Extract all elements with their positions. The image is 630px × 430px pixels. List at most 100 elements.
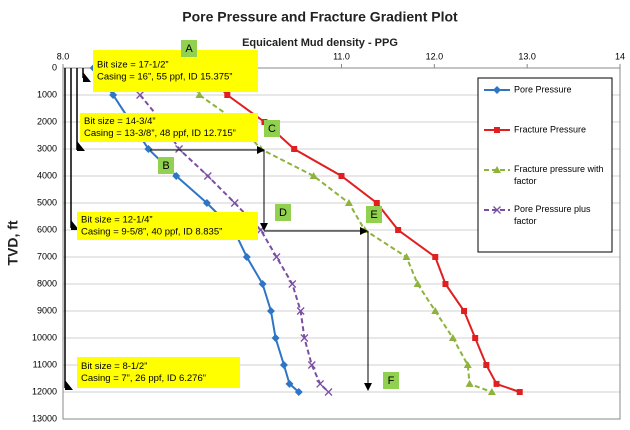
point: [242, 253, 251, 261]
point-label: A: [185, 43, 193, 55]
annotation-text: Bit size = 12-1/4”: [81, 215, 153, 226]
point: [324, 388, 333, 396]
point: [432, 254, 439, 260]
point: [472, 335, 479, 341]
y-tick-label: 4000: [37, 170, 57, 180]
point: [109, 91, 118, 99]
annotation-box: [77, 212, 258, 240]
point-label-box: [158, 157, 174, 174]
point: [487, 388, 496, 395]
point: [258, 280, 267, 288]
x-tick-label: 14: [615, 51, 625, 61]
annotations: Bit size = 17-1/2”Casing = 16”, 55 ppf, …: [77, 40, 399, 389]
point: [296, 307, 305, 315]
y-tick-label: 10000: [32, 332, 57, 342]
point: [448, 334, 457, 341]
point: [483, 362, 490, 368]
casing-lines: [64, 68, 84, 388]
point: [461, 308, 468, 314]
point-label-box: [383, 372, 399, 389]
legend-marker: [493, 166, 501, 173]
point: [516, 389, 523, 395]
x-tick-label: 13.0: [518, 51, 536, 61]
point: [309, 172, 318, 179]
legend-label: Pore Pressure plus factor: [514, 204, 591, 226]
y-tick-label: 6000: [37, 224, 57, 234]
y-tick-label: 2000: [37, 116, 57, 126]
y-tick-label: 9000: [37, 305, 57, 315]
point-label: E: [370, 209, 377, 221]
point-label: F: [388, 375, 395, 387]
y-tick-label: 0: [52, 62, 57, 72]
point: [463, 361, 472, 368]
annotation-text: Casing = 16”, 55 ppf, ID 15.375”: [97, 72, 232, 83]
point: [271, 334, 280, 342]
point: [316, 379, 325, 388]
x-tick-label: 8.0: [57, 51, 70, 61]
y-tick-label: 3000: [37, 143, 57, 153]
point: [266, 307, 275, 315]
point: [144, 145, 153, 153]
legend-label: Fracture pressure with factor: [514, 164, 604, 186]
legend-marker: [493, 86, 501, 94]
point: [175, 145, 184, 153]
annotation-text: Casing = 9-5/8”, 40 ppf, ID 8.835”: [81, 227, 222, 238]
point-label: C: [268, 123, 276, 135]
y-tick-label: 13000: [32, 413, 57, 423]
annotation-text: Bit size = 8-1/2”: [81, 361, 147, 372]
y-axis-title: TVD, ft: [5, 220, 21, 265]
y-tick-label: 5000: [37, 197, 57, 207]
point-label-box: [264, 120, 280, 137]
annotation-text: Casing = 13-3/8”, 48 ppf, ID 12.715”: [84, 128, 236, 139]
point: [203, 172, 212, 180]
legend-label-line: factor: [514, 176, 537, 186]
chart-title: Pore Pressure and Fracture Gradient Plot: [182, 9, 458, 25]
legend-label-line: Fracture pressure with: [514, 164, 604, 174]
point: [279, 361, 288, 369]
legend-label-line: Pore Pressure plus: [514, 204, 591, 214]
legend-marker: [494, 127, 500, 133]
legend-box: [477, 77, 613, 253]
legend: Pore Pressure Fracture Pressure Fracture p…: [477, 77, 613, 253]
point: [465, 379, 474, 387]
point: [338, 173, 345, 179]
point: [431, 307, 440, 314]
point-label-box: [366, 206, 382, 223]
annotation-box: [80, 113, 258, 142]
legend-label: Pore Pressure: [514, 84, 572, 94]
point-label: B: [162, 160, 169, 172]
point-label-box: [275, 204, 291, 221]
point-label: D: [279, 207, 287, 219]
casing-shoe: [83, 72, 91, 82]
point: [493, 380, 500, 387]
point: [373, 200, 380, 206]
point: [294, 388, 303, 396]
y-tick-label: 8000: [37, 278, 57, 288]
point: [202, 199, 211, 207]
y-tick-label: 1000: [37, 89, 57, 99]
legend-marker: [493, 206, 501, 214]
point: [136, 91, 145, 99]
point: [230, 199, 239, 207]
annotation-text: Casing = 7”, 26 ppf, ID 6.276”: [81, 373, 206, 384]
x-axis-title: Equicalent Mud density - PPG: [242, 37, 398, 49]
point: [307, 361, 316, 369]
annotation-box: [93, 50, 258, 92]
point: [402, 253, 411, 260]
annotation-text: Bit size = 14-3/4”: [84, 116, 156, 127]
point: [300, 334, 309, 342]
point: [291, 146, 298, 152]
point: [395, 227, 402, 233]
point: [172, 172, 181, 180]
point-label-box: [181, 40, 197, 57]
y-tick-label: 12000: [32, 386, 57, 396]
x-tick-label: 11.0: [333, 51, 350, 61]
point: [442, 281, 449, 287]
plot-frame: [62, 67, 621, 420]
point: [344, 199, 353, 206]
annotation-box: [77, 357, 240, 388]
legend-label: Fracture Pressure: [514, 124, 586, 134]
x-tick-label: 12.0: [426, 51, 444, 61]
point: [413, 280, 422, 287]
